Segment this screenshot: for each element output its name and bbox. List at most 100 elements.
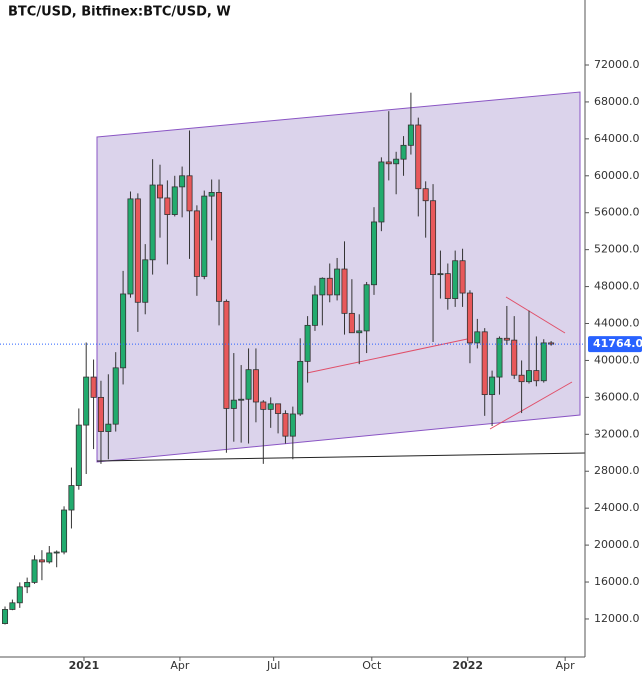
candle-body bbox=[9, 602, 16, 610]
x-tick-label: Jul bbox=[266, 659, 280, 672]
candle-body bbox=[90, 376, 97, 398]
y-tick-label: 64000.0 bbox=[594, 132, 640, 145]
y-tick-label: 68000.0 bbox=[594, 95, 640, 108]
candle-body bbox=[127, 198, 134, 295]
candle-body bbox=[16, 586, 23, 604]
candle-body bbox=[171, 186, 178, 215]
y-tick-label: 20000.0 bbox=[594, 538, 640, 551]
y-tick-label: 40000.0 bbox=[594, 353, 640, 366]
candle-body bbox=[518, 374, 525, 383]
candle-body bbox=[481, 331, 488, 396]
candle-body bbox=[186, 175, 193, 212]
triangle-upper bbox=[505, 296, 566, 334]
candle-body bbox=[53, 551, 60, 554]
candle-body bbox=[489, 376, 496, 396]
candle-body bbox=[267, 403, 274, 410]
candle-body bbox=[422, 188, 429, 202]
candle-body bbox=[83, 376, 90, 426]
x-tick-label: 2021 bbox=[69, 659, 100, 672]
candle-body bbox=[245, 369, 252, 400]
y-tick-label: 72000.0 bbox=[594, 58, 640, 71]
y-tick-label: 56000.0 bbox=[594, 206, 640, 219]
y-tick-label: 48000.0 bbox=[594, 280, 640, 293]
candle-body bbox=[437, 273, 444, 276]
candle-body bbox=[393, 158, 400, 165]
candle-body bbox=[348, 312, 355, 334]
candle-body bbox=[444, 273, 451, 299]
candle-body bbox=[134, 198, 141, 303]
y-tick-label: 44000.0 bbox=[594, 317, 640, 330]
candle-body bbox=[282, 413, 289, 437]
candle-body bbox=[193, 210, 200, 277]
candle-body bbox=[120, 293, 127, 369]
candle-body bbox=[179, 175, 186, 188]
candle-body bbox=[68, 485, 75, 511]
y-tick-label: 60000.0 bbox=[594, 169, 640, 182]
candle-body bbox=[341, 268, 348, 314]
candle-body bbox=[371, 221, 378, 286]
candle-body bbox=[260, 401, 267, 410]
candle-body bbox=[105, 423, 112, 432]
candle-body bbox=[24, 581, 31, 588]
candle-body bbox=[385, 161, 392, 165]
candle-body bbox=[61, 509, 68, 553]
candle-body bbox=[31, 559, 38, 583]
candle-body bbox=[304, 324, 311, 362]
candle-body bbox=[216, 192, 223, 302]
candle-body bbox=[378, 161, 385, 223]
candle-body bbox=[2, 609, 9, 624]
candle-body bbox=[46, 552, 53, 563]
candle-body bbox=[223, 300, 230, 409]
candle-body bbox=[289, 413, 296, 437]
candle-body bbox=[466, 292, 473, 344]
chart-title: BTC/USD, Bitfinex:BTC/USD, W bbox=[8, 5, 231, 20]
candle-body bbox=[252, 369, 259, 403]
candle-body bbox=[474, 331, 481, 344]
candle-body bbox=[525, 370, 532, 383]
candle-body bbox=[311, 294, 318, 326]
y-tick-label: 52000.0 bbox=[594, 243, 640, 256]
candle-body bbox=[112, 367, 119, 425]
support-line bbox=[96, 452, 586, 462]
candle-body bbox=[38, 559, 45, 563]
candle-body bbox=[452, 260, 459, 299]
y-tick-label: 28000.0 bbox=[594, 464, 640, 477]
candle-body bbox=[496, 337, 503, 378]
y-tick-label: 16000.0 bbox=[594, 575, 640, 588]
candle-body bbox=[319, 277, 326, 296]
y-tick-label: 32000.0 bbox=[594, 427, 640, 440]
candle-body bbox=[407, 124, 414, 146]
candle-body bbox=[363, 284, 370, 332]
candle-body bbox=[533, 370, 540, 382]
candle-body bbox=[430, 200, 437, 275]
y-tick-label: 12000.0 bbox=[594, 612, 640, 625]
candle-body bbox=[149, 184, 156, 261]
last-price-badge bbox=[588, 336, 642, 353]
candle-body bbox=[156, 184, 163, 199]
y-tick-label: 24000.0 bbox=[594, 501, 640, 514]
candle-body bbox=[208, 192, 215, 197]
candle-body bbox=[75, 424, 82, 486]
candle-body bbox=[503, 337, 510, 341]
candle-body bbox=[275, 403, 282, 414]
candle-body bbox=[230, 399, 237, 409]
y-tick-label: 36000.0 bbox=[594, 390, 640, 403]
x-tick-label: Apr bbox=[170, 659, 190, 672]
candle-body bbox=[400, 144, 407, 160]
candle-body bbox=[334, 268, 341, 296]
candle-body bbox=[511, 339, 518, 376]
candle-body bbox=[238, 398, 245, 401]
candle-body bbox=[97, 396, 104, 432]
candle-body bbox=[415, 124, 422, 190]
candle-body bbox=[164, 197, 171, 215]
candle-body bbox=[326, 277, 333, 296]
triangle-lower bbox=[489, 381, 573, 430]
candle-body bbox=[540, 342, 547, 382]
candle-body bbox=[459, 260, 466, 294]
candle-body bbox=[548, 342, 555, 345]
x-tick-label: Apr bbox=[556, 659, 576, 672]
last-price-label: 41764.0 bbox=[593, 337, 643, 350]
x-tick-label: Oct bbox=[362, 659, 382, 672]
x-tick-label: 2022 bbox=[452, 659, 483, 672]
